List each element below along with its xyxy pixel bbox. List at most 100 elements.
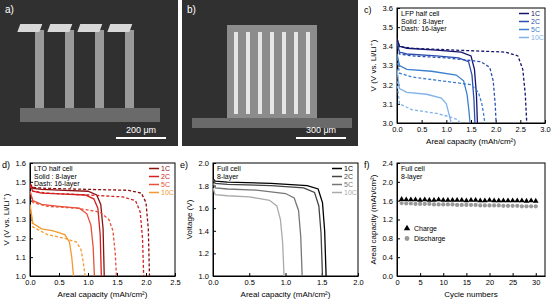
y-axis: 3.03.13.23.33.43.53.6	[383, 4, 400, 128]
tick-label: 10	[440, 278, 448, 287]
tick-label: 1.2	[199, 249, 209, 258]
tick-mark	[397, 220, 400, 221]
tick-mark	[397, 104, 400, 105]
tick-label: 0.5	[54, 278, 64, 287]
data-point	[440, 197, 446, 202]
annotation: 8-layer	[401, 173, 423, 181]
tick: 1.3	[16, 215, 33, 224]
data-point	[432, 202, 436, 206]
tick-label: 1.4	[16, 197, 26, 206]
data-point	[487, 203, 491, 207]
x-axis: 0.00.51.01.52.02.53.0	[392, 120, 550, 134]
tick-mark	[88, 273, 89, 276]
tick: 2.0	[383, 178, 400, 187]
tick-mark	[213, 276, 216, 277]
panel-label: c)	[364, 5, 372, 15]
plot-frame	[213, 163, 358, 276]
tick-label: 1.5	[112, 278, 122, 287]
tick-label: 2.0	[383, 178, 393, 187]
tick-label: 1.2	[16, 234, 26, 243]
legend-swatch	[332, 184, 342, 186]
legend-swatch	[332, 168, 342, 170]
data-point	[464, 203, 468, 207]
tick: 0.0	[383, 272, 400, 281]
tick-label: 2.5	[516, 125, 526, 134]
tick-mark	[397, 257, 400, 258]
data-point	[506, 204, 510, 208]
tick-label: 1.0	[281, 278, 291, 287]
tick-mark	[30, 238, 33, 239]
series-line	[397, 43, 475, 124]
data-point	[519, 197, 525, 202]
tick: 3.6	[383, 4, 400, 13]
tick: 2.0	[353, 273, 363, 287]
tick-mark	[397, 276, 400, 277]
structure	[282, 32, 286, 114]
structure	[294, 32, 298, 114]
legend-label: 2C	[531, 18, 540, 25]
legend-swatch	[405, 236, 410, 241]
scale-bar	[296, 137, 346, 139]
structure	[35, 30, 44, 110]
tick-mark	[397, 27, 400, 28]
plot-area	[213, 179, 326, 276]
data-point	[454, 197, 460, 202]
tick-label: 3.0	[383, 119, 393, 128]
series-line	[397, 39, 527, 123]
structure	[246, 32, 250, 114]
tick: 5	[419, 273, 423, 287]
data-point	[468, 197, 474, 202]
panel-label: e)	[180, 160, 188, 170]
series-line	[30, 191, 116, 276]
scale-bar-label: 300 μm	[306, 125, 336, 135]
tick: 0.5	[417, 120, 427, 134]
data-point	[496, 197, 502, 202]
data-point	[404, 201, 408, 205]
tick: 1.2	[16, 234, 33, 243]
tick: 3.0	[383, 119, 400, 128]
annotation: LFP half cell	[401, 10, 440, 17]
tick-label: 1.0	[442, 125, 452, 134]
x-axis: 0.00.51.01.52.0	[208, 273, 363, 287]
y-axis-title: Areal capacity (mAh/cm²)	[369, 174, 378, 264]
tick-label: 15	[463, 278, 471, 287]
tick-label: 1.6	[383, 197, 393, 206]
tick-mark	[213, 163, 216, 164]
tick-label: 1.3	[16, 215, 26, 224]
data-point	[510, 197, 516, 202]
structure	[270, 32, 274, 114]
legend-swatch	[149, 184, 159, 186]
tick-label: 2.0	[353, 278, 363, 287]
series-line	[397, 54, 470, 123]
series-line	[397, 81, 460, 123]
tick-mark	[520, 120, 521, 123]
tick: 1.0	[16, 272, 33, 281]
y-axis-title: Voltage (V)	[185, 199, 194, 239]
data-point	[477, 197, 483, 202]
legend-swatch	[519, 21, 529, 23]
data-point	[529, 204, 533, 208]
tick-label: 3.2	[383, 81, 393, 90]
tick-mark	[545, 120, 546, 123]
plot-frame	[397, 8, 545, 123]
tick-mark	[175, 273, 176, 276]
panel-label: d)	[2, 160, 10, 170]
data-point	[491, 197, 497, 202]
tick-label: 0	[395, 278, 399, 287]
structure	[227, 25, 317, 120]
tick-label: 2.5	[170, 278, 180, 287]
x-axis: 0.00.51.01.52.02.5	[25, 273, 180, 287]
tick: 3.0	[540, 120, 550, 134]
data-point	[520, 204, 524, 208]
tick-label: 0.5	[245, 278, 255, 287]
x-axis-title: Areal capacity (mAh/cm²)	[241, 290, 331, 299]
series-line	[30, 184, 149, 276]
data-point	[403, 196, 409, 201]
legend: 1C2C5C10C	[149, 165, 174, 196]
data-point	[409, 201, 413, 205]
series-line	[397, 58, 485, 123]
tick: 1.0	[199, 272, 216, 281]
y-axis: 0.00.40.81.21.62.02.4	[383, 159, 400, 281]
legend-label: 10C	[344, 189, 357, 196]
tick-label: 0.0	[392, 125, 402, 134]
